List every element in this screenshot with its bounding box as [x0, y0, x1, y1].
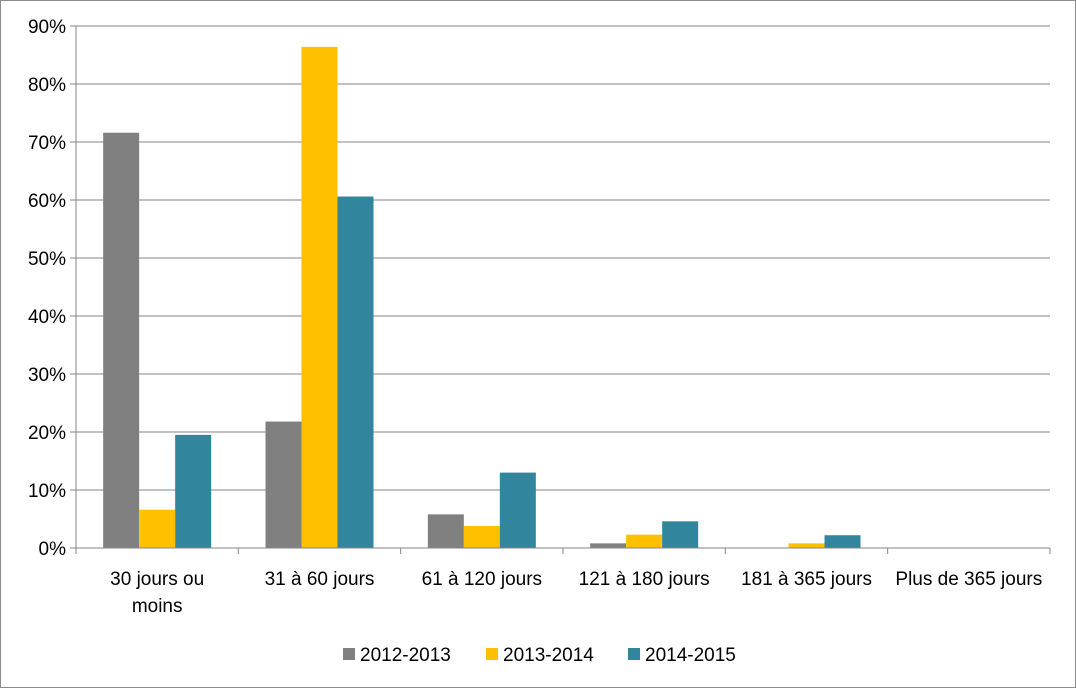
legend-label: 2013-2014	[503, 645, 594, 666]
x-category-label: Plus de 365 jours	[895, 569, 1042, 590]
bar-2013-2014-0	[139, 509, 176, 548]
bar-2013-2014-4	[788, 543, 825, 548]
x-category-label: 61 à 120 jours	[422, 569, 542, 590]
bar-2014-2015-4	[824, 535, 861, 548]
x-category-label: 30 jours ou	[110, 569, 204, 590]
x-category-label: 181 à 365 jours	[741, 569, 872, 590]
bar-2013-2014-1	[301, 46, 338, 548]
legend-swatch	[628, 648, 640, 660]
y-tick-label: 60%	[28, 191, 66, 212]
legend-label: 2012-2013	[360, 645, 451, 666]
legend-swatch	[343, 648, 355, 660]
y-tick-label: 30%	[28, 365, 66, 386]
legend-label: 2014-2015	[645, 645, 736, 666]
bar-2014-2015-0	[175, 434, 212, 548]
bar-2014-2015-3	[662, 521, 699, 548]
y-tick-label: 70%	[28, 133, 66, 154]
x-axis-labels: 30 jours ou moins 31 à 60 jours 61 à 120 jo…	[110, 569, 1042, 617]
x-category-label: 31 à 60 jours	[265, 569, 375, 590]
x-category-label: 121 à 180 jours	[579, 569, 710, 590]
bar-2012-2013-3	[590, 543, 627, 548]
legend: 2012-2013 2013-2014 2014-2015	[343, 645, 736, 666]
y-tick-label: 0%	[39, 539, 67, 560]
bar-2012-2013-1	[265, 421, 302, 548]
bar-2014-2015-2	[499, 472, 536, 548]
legend-swatch	[486, 648, 498, 660]
y-tick-label: 50%	[28, 249, 66, 270]
x-category-label: moins	[132, 596, 183, 617]
y-tick-label: 40%	[28, 307, 66, 328]
bar-2013-2014-2	[463, 525, 500, 548]
bar-2012-2013-2	[427, 514, 464, 548]
y-tick-label: 80%	[28, 75, 66, 96]
gridlines	[76, 25, 1050, 491]
bars	[103, 46, 861, 548]
y-tick-label: 90%	[28, 17, 66, 38]
bar-2013-2014-3	[626, 534, 663, 548]
y-axis-ticks: 0% 10% 20% 30% 40% 50% 60% 70% 80% 90%	[28, 17, 76, 560]
y-tick-label: 20%	[28, 423, 66, 444]
bar-2014-2015-1	[337, 196, 374, 548]
y-tick-label: 10%	[28, 481, 66, 502]
bar-2012-2013-0	[103, 132, 140, 548]
axes	[75, 26, 1051, 554]
